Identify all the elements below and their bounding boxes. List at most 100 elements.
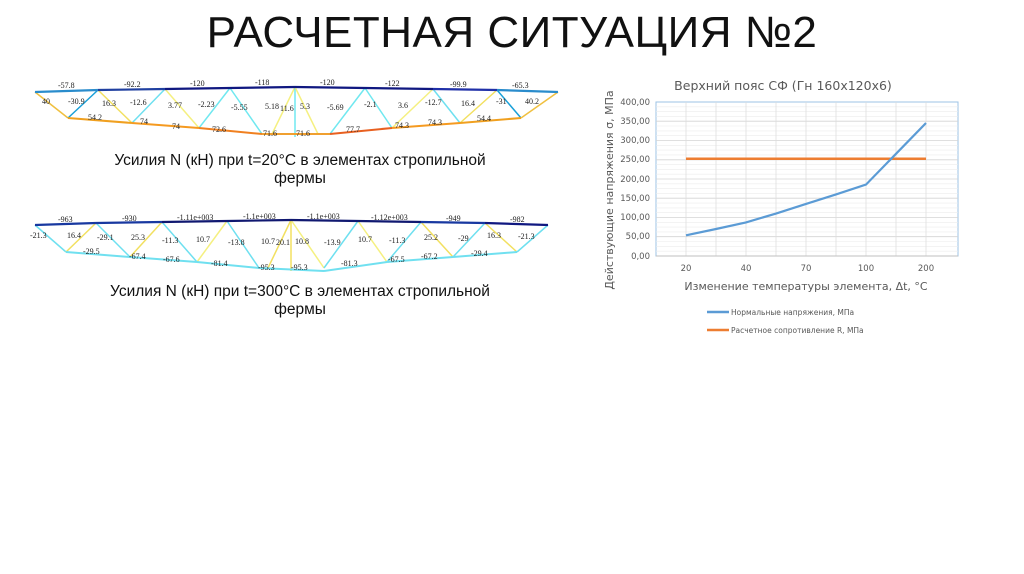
truss20-web-label: -2.23 (198, 100, 215, 109)
truss20-web-label: 40.2 (525, 97, 539, 106)
truss300-bottom-label: -67.4 (129, 252, 146, 261)
y-tick-label: 350,00 (620, 117, 650, 127)
truss300-top-label: -1.1e+003 (307, 212, 340, 221)
truss20-web-label: 3.77 (168, 101, 182, 110)
x-tick-label: 20 (681, 264, 692, 274)
truss-20c-caption: Усилия N (кН) при t=20°C в элементах стр… (60, 152, 540, 188)
truss300-bottom-label: -29.4 (471, 249, 488, 258)
truss300-web-label: -13.8 (228, 238, 245, 247)
y-tick-label: 150,00 (620, 194, 650, 204)
truss300-web-label: 16.3 (487, 231, 501, 240)
truss300-top-label: -949 (446, 214, 461, 223)
truss300-web-label: -21.3 (30, 231, 47, 240)
y-tick-label: 200,00 (620, 175, 650, 185)
truss20-web-label: -31 (496, 97, 507, 106)
x-tick-label: 100 (858, 264, 874, 274)
y-tick-label: 250,00 (620, 155, 650, 165)
x-tick-label: 70 (801, 264, 812, 274)
truss20-bottom-label: 54.2 (88, 113, 102, 122)
truss20-top-label: -118 (255, 78, 269, 87)
truss20-bottom-label: 71.6 (296, 129, 310, 138)
legend-label: Расчетное сопротивление R, МПа (731, 326, 864, 335)
caption-line: фермы (274, 301, 326, 318)
truss20-web-label: -5.55 (231, 103, 248, 112)
truss300-web-label: -29.1 (97, 233, 114, 242)
truss20-top-label: -65.3 (512, 81, 529, 90)
truss300-web-label: 16.4 (67, 231, 81, 240)
truss20-top-label: -92.2 (124, 80, 141, 89)
truss300-bottom-label: -67.6 (163, 255, 180, 264)
truss300-web-label: 25.3 (131, 233, 145, 242)
truss20-web-label: 5.3 (300, 102, 310, 111)
truss20-bottom-label: 72.6 (212, 125, 226, 134)
truss300-web-label: 10.7 (261, 237, 275, 246)
stress-temperature-chart: Верхний пояс СФ (Гн 160х120х6) 400,00 35… (603, 78, 959, 335)
vertical-gridlines (685, 102, 927, 256)
legend-label: Нормальные напряжения, МПа (731, 308, 854, 317)
truss20-bottom-label: 71.6 (263, 129, 277, 138)
truss20-top-label: -120 (320, 78, 335, 87)
y-tick-label: 0,00 (631, 252, 650, 262)
truss20-web-label: 16.3 (102, 99, 116, 108)
slide-title: РАСЧЕТНАЯ СИТУАЦИЯ №2 (206, 8, 818, 57)
x-tick-label: 40 (741, 264, 752, 274)
truss300-web-label: -21.3 (518, 232, 535, 241)
truss20-web-label: 40 (42, 97, 50, 106)
truss20-top-label: -122 (385, 79, 400, 88)
truss300-web-label: 10.7 (358, 235, 372, 244)
truss20-top-label: -99.9 (450, 80, 467, 89)
series-line-normal-stresses (685, 122, 927, 237)
truss20-bottom-label: 54.4 (477, 114, 491, 123)
truss300-web-label: -13.9 (324, 238, 341, 247)
truss300-bottom-label: -81.3 (341, 259, 358, 268)
truss300-bottom-label: -29.5 (83, 247, 100, 256)
truss300-web-label: 20.1 (276, 238, 290, 247)
truss20-bottom-label: 77.7 (346, 125, 360, 134)
y-axis-title: Действующие напряжения σ, МПа (603, 90, 616, 289)
truss300-top-label: -963 (58, 215, 73, 224)
truss20-bottom-label: 74.3 (395, 121, 409, 130)
y-tick-label: 100,00 (620, 213, 650, 223)
truss300-bottom-label: -67.2 (421, 252, 438, 261)
truss20-web-label: -12.7 (425, 98, 442, 107)
truss300-top-label: -982 (510, 215, 525, 224)
truss300-bottom-label: -67.5 (388, 255, 405, 264)
minor-gridlines (656, 106, 958, 252)
chart-title: Верхний пояс СФ (Гн 160х120х6) (674, 78, 892, 93)
truss20-bottom-label: 74 (172, 122, 180, 131)
truss300-web-label: -29 (458, 234, 469, 243)
truss20-bottom-label: 74.3 (428, 118, 442, 127)
truss300-web-label: -11.3 (162, 236, 178, 245)
truss20-top-label: -57.8 (58, 81, 75, 90)
truss20-top-label: -120 (190, 79, 205, 88)
truss300-top-label: -1.1e+003 (243, 212, 276, 221)
truss20-web-label: -5.69 (327, 103, 344, 112)
truss300-web-label: 10.8 (295, 237, 309, 246)
x-tick-label: 200 (918, 264, 934, 274)
truss20-bottom-label: 74 (140, 117, 148, 126)
x-axis-title: Изменение температуры элемента, Δt, °C (684, 280, 928, 293)
truss300-top-label: -930 (122, 214, 137, 223)
truss-300c-caption: Усилия N (кН) при t=300°C в элементах ст… (60, 283, 540, 319)
y-tick-label: 50,00 (626, 232, 650, 242)
truss-diagram-20c: -57.8 -92.2 -120 -118 -120 -122 -99.9 -6… (34, 78, 559, 138)
truss20-web-label: 16.4 (461, 99, 475, 108)
truss300-top-label: -1.12e+003 (371, 213, 408, 222)
truss20-web-label: 11.6 (280, 104, 294, 113)
caption-line: Усилия N (кН) при t=300°C в элементах ст… (110, 283, 490, 300)
truss300-web-label: 25.2 (424, 233, 438, 242)
caption-line: фермы (274, 170, 326, 187)
truss-diagram-300c: -963 -930 -1.11e+003 -1.1e+003 -1.1e+003… (30, 212, 549, 272)
chart-legend: Нормальные напряжения, МПа Расчетное соп… (707, 308, 864, 335)
truss300-bottom-label: -95.3 (291, 263, 308, 272)
truss20-web-label: 5.18 (265, 102, 279, 111)
truss20-web-label: 3.6 (398, 101, 408, 110)
truss300-bottom-label: -81.4 (211, 259, 228, 268)
truss300-bottom-label: -95.3 (258, 263, 275, 272)
caption-line: Усилия N (кН) при t=20°C в элементах стр… (114, 152, 486, 169)
y-tick-label: 400,00 (620, 98, 650, 108)
truss20-web-label: -2.1 (364, 100, 377, 109)
truss300-top-label: -1.11e+003 (177, 213, 213, 222)
truss300-web-label: -11.3 (389, 236, 405, 245)
truss20-web-label: -30.9 (68, 97, 85, 106)
